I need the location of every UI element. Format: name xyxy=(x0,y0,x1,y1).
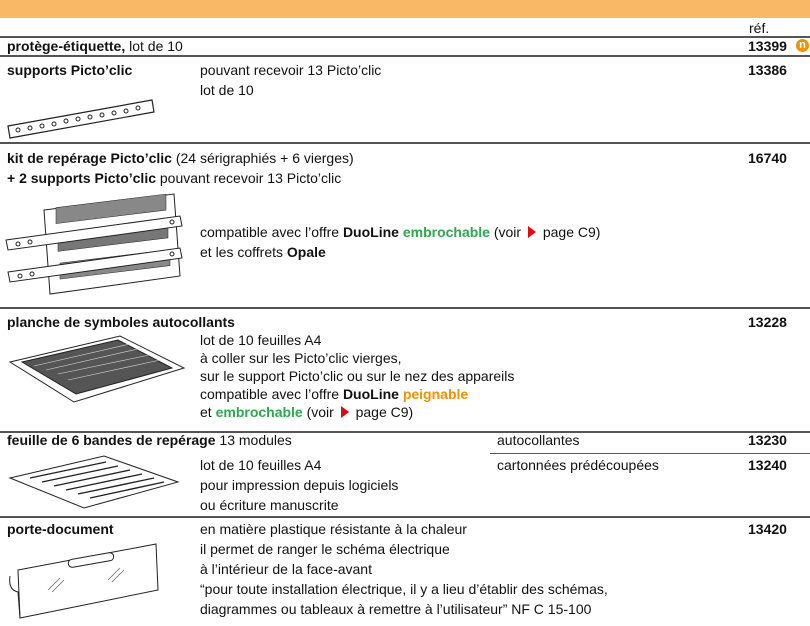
ref: 13420 xyxy=(748,521,787,537)
ref: 13399 xyxy=(748,38,787,54)
separator xyxy=(0,36,810,38)
item-title: protège-étiquette, lot de 10 xyxy=(7,37,183,55)
brand: Opale xyxy=(286,244,326,260)
text: (voir xyxy=(489,224,525,240)
sheet-drawing xyxy=(8,335,186,403)
link-text[interactable]: page C9) xyxy=(538,224,601,240)
desc-line: à coller sur les Picto’clic vierges, xyxy=(200,350,402,366)
range: embrochable xyxy=(402,224,490,240)
title-bold: + 2 supports Picto’clic xyxy=(7,170,156,186)
desc-line: pour impression depuis logiciels xyxy=(200,477,399,493)
desc-line: et embrochable (voir page C9) xyxy=(200,403,413,421)
variant-label: autocollantes xyxy=(497,432,580,448)
item-title: planche de symboles autocollants xyxy=(7,314,235,330)
link-text[interactable]: page C9) xyxy=(351,404,414,420)
text: et xyxy=(200,404,216,420)
text: (voir xyxy=(302,404,338,420)
ref: 16740 xyxy=(748,150,787,166)
item-title: porte-document xyxy=(7,521,114,537)
desc-line: à l’intérieur de la face-avant xyxy=(200,561,372,577)
separator xyxy=(0,431,810,433)
desc-line: diagrammes ou tableaux à remettre à l’ut… xyxy=(200,601,592,617)
pocket-drawing xyxy=(9,543,159,619)
item-title: kit de repérage Picto’clic (24 sérigraph… xyxy=(7,149,354,167)
desc-line: sur le support Picto’clic ou sur le nez … xyxy=(200,368,515,384)
desc-line: pouvant recevoir 13 Picto’clic xyxy=(200,62,382,78)
title-bold: feuille de 6 bandes de repérage xyxy=(7,432,216,448)
title-bold: protège-étiquette, xyxy=(7,38,126,54)
brand: DuoLine xyxy=(342,224,399,240)
desc-line: ou écriture manuscrite xyxy=(200,497,339,513)
ref: 13230 xyxy=(748,432,787,448)
title-text: pouvant recevoir 13 Picto’clic xyxy=(156,170,342,186)
ref: 13240 xyxy=(748,457,787,473)
ref: 13228 xyxy=(748,314,787,330)
strip-drawing xyxy=(7,99,155,139)
separator xyxy=(0,516,810,518)
desc-line: et les coffrets Opale xyxy=(200,243,326,261)
ref-label: réf. xyxy=(749,20,770,36)
text: compatible avec l’offre xyxy=(200,224,343,240)
arrow-icon xyxy=(340,406,349,418)
ref: 13386 xyxy=(748,62,787,78)
desc-line: lot de 10 feuilles A4 xyxy=(200,332,322,348)
desc-line: il permet de ranger le schéma électrique xyxy=(200,541,450,557)
arrow-icon xyxy=(527,226,536,238)
separator xyxy=(0,55,810,57)
kit-drawing xyxy=(5,193,183,295)
text: compatible avec l’offre xyxy=(200,386,343,402)
item-title: + 2 supports Picto’clic pouvant recevoir… xyxy=(7,169,341,187)
header-bar xyxy=(0,0,810,18)
desc-line: en matière plastique résistante à la cha… xyxy=(200,521,467,537)
range: embrochable xyxy=(215,404,303,420)
brand: DuoLine xyxy=(342,386,399,402)
separator xyxy=(0,142,810,144)
desc-line: “pour toute installation électrique, il … xyxy=(200,581,608,597)
desc-line: lot de 10 feuilles A4 xyxy=(200,457,322,473)
title-text: 13 modules xyxy=(215,432,292,448)
variant-separator xyxy=(490,453,810,454)
new-badge: n xyxy=(796,39,809,52)
bands-drawing xyxy=(8,455,180,509)
separator xyxy=(0,307,810,309)
variant-label: cartonnées prédécoupées xyxy=(497,457,659,473)
desc-line: compatible avec l’offre DuoLine peignabl… xyxy=(200,385,468,403)
item-title: feuille de 6 bandes de repérage 13 modul… xyxy=(7,431,292,449)
item-title: supports Picto’clic xyxy=(7,62,133,78)
title-bold: kit de repérage Picto’clic xyxy=(7,150,172,166)
desc-line: lot de 10 xyxy=(200,82,254,98)
range: peignable xyxy=(402,386,469,402)
text: et les coffrets xyxy=(200,244,287,260)
title-text: lot de 10 xyxy=(125,38,183,54)
desc-line: compatible avec l’offre DuoLine embrocha… xyxy=(200,223,600,241)
title-text: (24 sérigraphiés + 6 vierges) xyxy=(171,150,354,166)
